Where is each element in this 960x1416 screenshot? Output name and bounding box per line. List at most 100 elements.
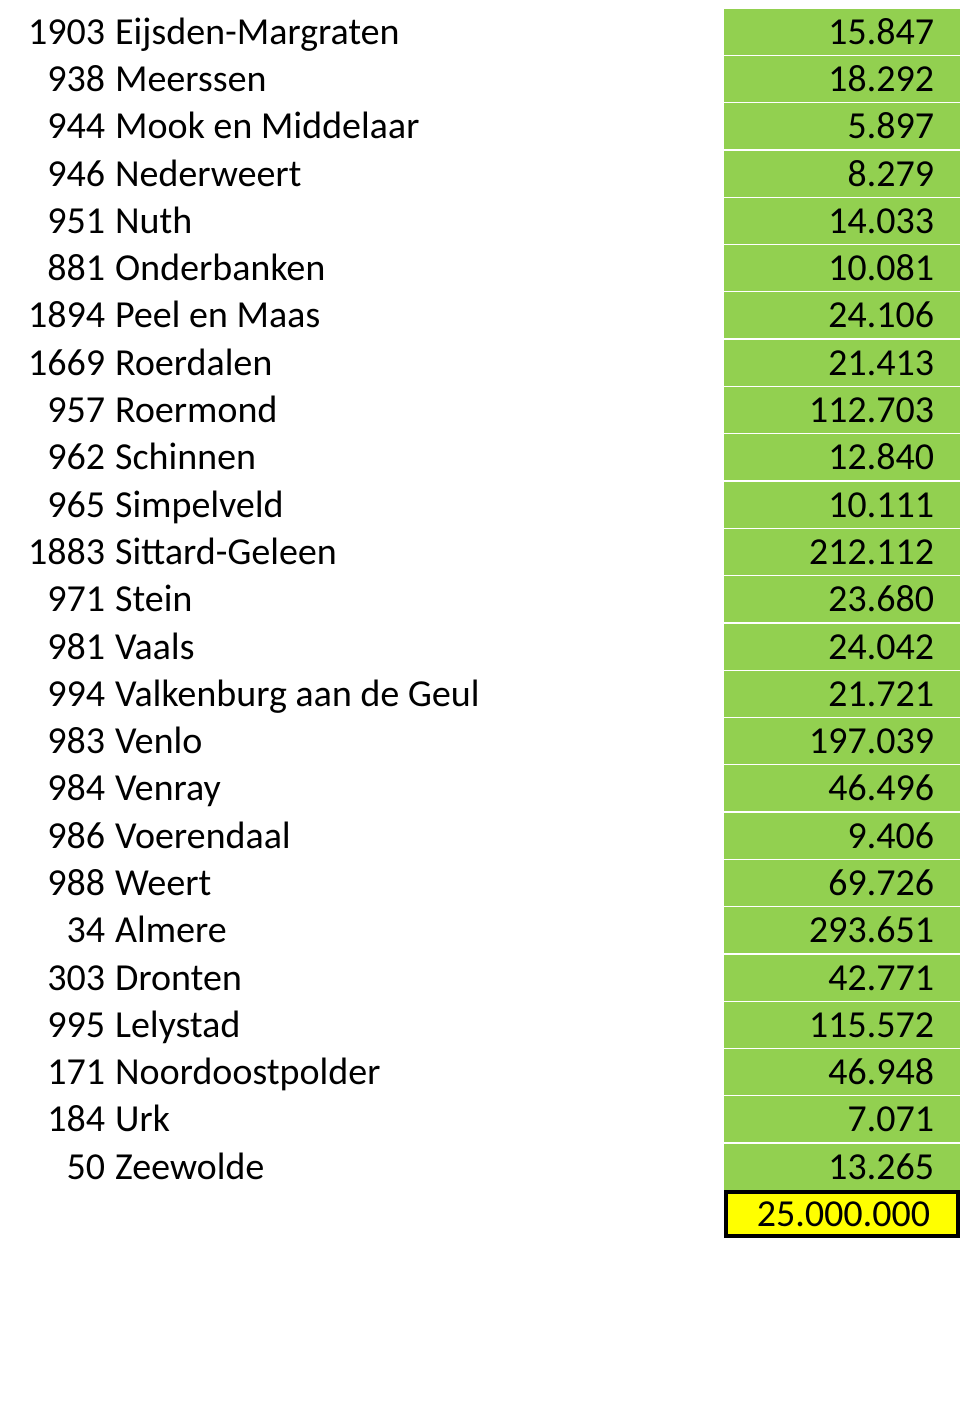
row-code: 986: [0, 813, 109, 859]
row-name: Roerdalen: [109, 340, 724, 386]
table-row: 50 Zeewolde 13.265: [0, 1143, 960, 1190]
row-value: 197.039: [724, 718, 960, 764]
row-value: 115.572: [724, 1002, 960, 1048]
row-value: 10.081: [724, 245, 960, 291]
table-row: 981 Vaals 24.042: [0, 623, 960, 670]
row-value: 12.840: [724, 434, 960, 480]
table-row: 1669 Roerdalen 21.413: [0, 339, 960, 386]
row-name: Noordoostpolder: [109, 1049, 724, 1095]
row-code: 988: [0, 860, 109, 906]
row-value: 14.033: [724, 198, 960, 244]
row-code: 983: [0, 718, 109, 764]
table-row: 988 Weert 69.726: [0, 859, 960, 906]
row-value: 24.042: [724, 624, 960, 670]
row-code: 881: [0, 245, 109, 291]
row-value: 46.496: [724, 765, 960, 811]
row-code: 994: [0, 671, 109, 717]
row-code: 965: [0, 482, 109, 528]
row-value: 69.726: [724, 860, 960, 906]
row-name: Weert: [109, 860, 724, 906]
row-name: Schinnen: [109, 434, 724, 480]
table-row: 994 Valkenburg aan de Geul 21.721: [0, 670, 960, 717]
table-row: 957 Roermond 112.703: [0, 386, 960, 433]
table-row: 995 Lelystad 115.572: [0, 1001, 960, 1048]
row-code: 1883: [0, 529, 109, 575]
row-name: Zeewolde: [109, 1144, 724, 1190]
row-code: 984: [0, 765, 109, 811]
row-value: 5.897: [724, 103, 960, 149]
table-row: 1894 Peel en Maas 24.106: [0, 292, 960, 339]
row-name: Nuth: [109, 198, 724, 244]
row-code: 1669: [0, 340, 109, 386]
row-name: Venray: [109, 765, 724, 811]
row-name: Almere: [109, 907, 724, 953]
row-name: Stein: [109, 576, 724, 622]
table-row: 34 Almere 293.651: [0, 907, 960, 954]
table-row: 946 Nederweert 8.279: [0, 150, 960, 197]
row-code: 971: [0, 576, 109, 622]
row-code: 171: [0, 1049, 109, 1095]
row-code: 962: [0, 434, 109, 480]
row-code: 1894: [0, 292, 109, 338]
row-value: 7.071: [724, 1096, 960, 1142]
row-value: 46.948: [724, 1049, 960, 1095]
table-row: 962 Schinnen 12.840: [0, 434, 960, 481]
table-row: 184 Urk 7.071: [0, 1096, 960, 1143]
table-row: 881 Onderbanken 10.081: [0, 244, 960, 291]
row-value: 21.413: [724, 340, 960, 386]
row-value: 212.112: [724, 529, 960, 575]
total-value: 25.000.000: [724, 1190, 960, 1238]
row-value: 9.406: [724, 813, 960, 859]
row-name: Voerendaal: [109, 813, 724, 859]
row-code: 34: [0, 907, 109, 953]
row-name: Nederweert: [109, 151, 724, 197]
row-code: 957: [0, 387, 109, 433]
row-code: 946: [0, 151, 109, 197]
total-row: 25.000.000: [0, 1190, 960, 1238]
row-name: Valkenburg aan de Geul: [109, 671, 724, 717]
row-name: Mook en Middelaar: [109, 103, 724, 149]
row-value: 15.847: [724, 9, 960, 55]
row-name: Lelystad: [109, 1002, 724, 1048]
row-name: Dronten: [109, 955, 724, 1001]
row-name: Onderbanken: [109, 245, 724, 291]
row-name: Simpelveld: [109, 482, 724, 528]
row-value: 24.106: [724, 292, 960, 338]
row-code: 184: [0, 1096, 109, 1142]
row-value: 293.651: [724, 907, 960, 953]
row-value: 42.771: [724, 955, 960, 1001]
row-value: 10.111: [724, 482, 960, 528]
row-code: 303: [0, 955, 109, 1001]
table-row: 986 Voerendaal 9.406: [0, 812, 960, 859]
table-row: 951 Nuth 14.033: [0, 197, 960, 244]
table-row: 1903 Eijsden-Margraten 15.847: [0, 8, 960, 55]
row-code: 50: [0, 1144, 109, 1190]
table-row: 971 Stein 23.680: [0, 576, 960, 623]
table-row: 965 Simpelveld 10.111: [0, 481, 960, 528]
row-code: 938: [0, 56, 109, 102]
row-code: 995: [0, 1002, 109, 1048]
table-row: 984 Venray 46.496: [0, 765, 960, 812]
row-value: 18.292: [724, 56, 960, 102]
row-name: Peel en Maas: [109, 292, 724, 338]
data-table: 1903 Eijsden-Margraten 15.847 938 Meerss…: [0, 8, 960, 1238]
row-value: 8.279: [724, 151, 960, 197]
table-row: 171 Noordoostpolder 46.948: [0, 1049, 960, 1096]
row-code: 981: [0, 624, 109, 670]
row-name: Meerssen: [109, 56, 724, 102]
row-name: Eijsden-Margraten: [109, 9, 724, 55]
row-name: Venlo: [109, 718, 724, 764]
row-code: 951: [0, 198, 109, 244]
row-code: 944: [0, 103, 109, 149]
row-name: Sittard-Geleen: [109, 529, 724, 575]
table-row: 1883 Sittard-Geleen 212.112: [0, 528, 960, 575]
row-value: 21.721: [724, 671, 960, 717]
row-value: 112.703: [724, 387, 960, 433]
row-value: 23.680: [724, 576, 960, 622]
table-row: 938 Meerssen 18.292: [0, 55, 960, 102]
row-name: Roermond: [109, 387, 724, 433]
row-name: Urk: [109, 1096, 724, 1142]
table-row: 983 Venlo 197.039: [0, 717, 960, 764]
row-code: 1903: [0, 9, 109, 55]
table-row: 303 Dronten 42.771: [0, 954, 960, 1001]
